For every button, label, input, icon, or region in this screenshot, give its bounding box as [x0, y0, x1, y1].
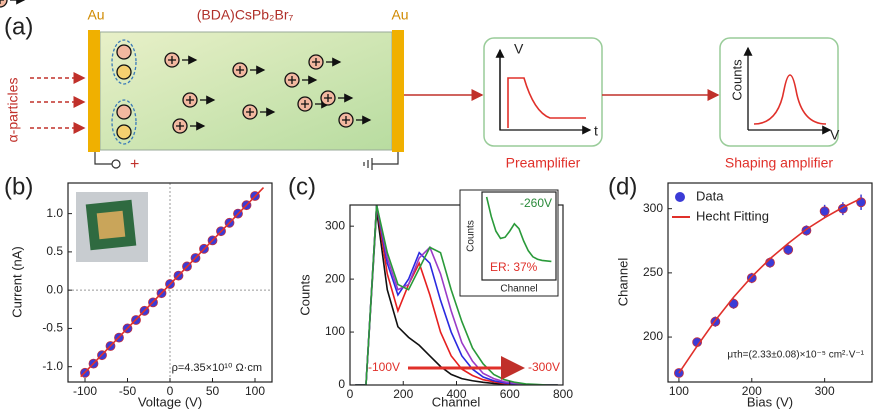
x-tick-label: -50	[119, 384, 137, 398]
x-axis-title: Voltage (V)	[138, 394, 202, 409]
source-label: α-particles	[5, 78, 21, 143]
data-line	[678, 197, 862, 374]
y-tick-label: -1.0	[42, 359, 63, 373]
x-tick-label: 0	[167, 384, 174, 398]
y-tick-label: 0.5	[46, 244, 63, 258]
y-tick-label: 0.0	[46, 282, 63, 296]
x-axis-title: Bias (V)	[747, 394, 793, 409]
y-axis-title: Counts	[297, 274, 312, 316]
panel-label: (d)	[608, 173, 637, 200]
x-tick-label: 200	[742, 384, 762, 398]
y-tick-label: 200	[643, 329, 663, 343]
y-tick-label: 300	[643, 201, 663, 215]
electrode	[392, 30, 404, 152]
annotation: -100V	[368, 360, 400, 374]
panel-label: (c)	[288, 173, 316, 200]
mini-axis-label: t	[594, 123, 598, 139]
mini-axis-label: V	[514, 41, 524, 57]
series-group	[485, 196, 552, 263]
x-tick-label: 100	[245, 384, 265, 398]
y-tick-label: 100	[325, 324, 345, 338]
legend-label: Hecht Fitting	[696, 208, 769, 223]
y-tick-label: 1.0	[46, 206, 63, 220]
y-tick-label: 200	[325, 271, 345, 285]
data-line	[80, 187, 265, 378]
x-tick-label: 0	[347, 387, 354, 401]
y-tick-label: -0.5	[42, 321, 63, 335]
data-point	[819, 206, 830, 217]
mini-axis-label: V	[830, 127, 840, 143]
series-group	[674, 194, 866, 378]
x-tick-label: 100	[669, 384, 689, 398]
preamp-box	[483, 37, 603, 147]
panel-label: (b)	[4, 173, 33, 200]
panel-label: (a)	[4, 13, 33, 40]
data-point	[783, 244, 794, 255]
shaper-box	[719, 37, 839, 147]
annotation: μτh=(2.33±0.08)×10⁻⁵ cm²·V⁻¹	[727, 350, 864, 361]
carriers	[0, 0, 370, 145]
inset-axis-title: Channel	[500, 284, 537, 295]
stage-label: Preamplifier	[506, 155, 581, 171]
y-tick-label: 0	[338, 377, 345, 391]
mini-axes	[495, 48, 592, 135]
y-axis-title: Current (nA)	[9, 246, 24, 318]
pulse	[507, 77, 586, 128]
stage-label: Shaping amplifier	[725, 155, 834, 171]
crystal	[99, 31, 393, 151]
data-line	[355, 205, 558, 385]
y-tick-label: 250	[643, 265, 663, 279]
series-group	[80, 187, 265, 378]
electrode	[88, 30, 100, 152]
mini-axes	[743, 46, 832, 135]
x-tick-label: 600	[500, 387, 520, 401]
plot-frame	[667, 182, 873, 383]
pulse	[753, 74, 827, 125]
mini-axis-label: Counts	[729, 59, 744, 101]
alpha-arrows	[30, 72, 86, 134]
x-tick-label: 200	[393, 387, 413, 401]
x-tick-label: 800	[553, 387, 573, 401]
inset-background	[459, 189, 559, 297]
x-axis-title: Channel	[432, 394, 481, 409]
legend-label: Data	[696, 188, 724, 203]
annotation: -300V	[528, 360, 560, 374]
y-axis-title: Channel	[615, 258, 630, 307]
annotation: -260V	[520, 196, 552, 210]
plot-frame	[481, 191, 557, 281]
x-tick-label: -100	[73, 384, 97, 398]
material-label: (BDA)CsPb₂Br₇	[197, 7, 294, 23]
circuit	[94, 152, 399, 170]
annotation: ρ=4.35×10¹⁰ Ω·cm	[172, 362, 262, 374]
x-tick-label: 400	[446, 387, 466, 401]
inset-axis-title: Counts	[466, 220, 477, 252]
electrode-label: Au	[391, 7, 408, 23]
x-tick-label: 50	[206, 384, 220, 398]
data-line	[485, 196, 552, 263]
plots: -100 -50 0 50 100 -1.0 -0.5 0.0 0.5 1.0 0 200 400 600…	[42, 182, 873, 401]
photo-inset	[76, 192, 148, 262]
bias-sign: +	[130, 156, 139, 173]
annotation: ER: 37%	[490, 260, 538, 274]
x-tick-label: 300	[815, 384, 835, 398]
legend-symbol	[675, 192, 685, 202]
y-tick-label: 300	[325, 218, 345, 232]
electrode-label: Au	[87, 7, 104, 23]
